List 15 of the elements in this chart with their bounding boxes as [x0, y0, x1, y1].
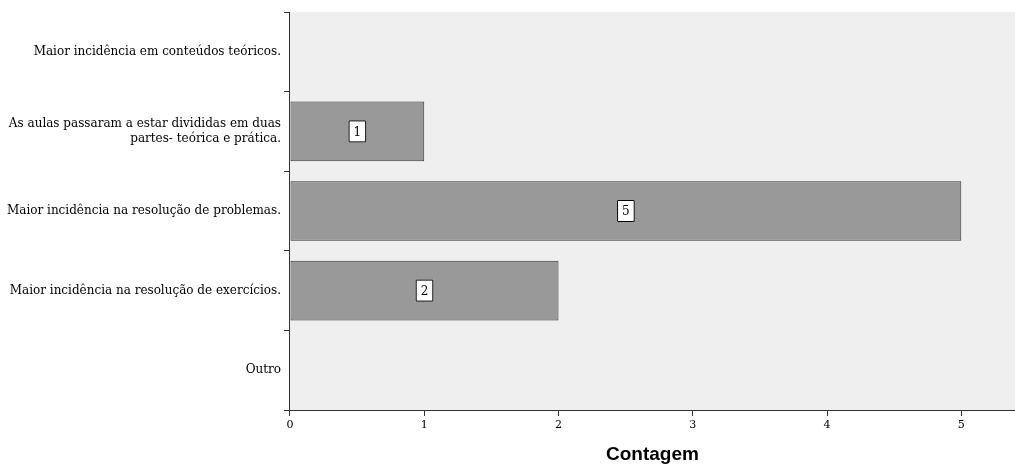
data-label: 1 [353, 124, 362, 139]
y-tick-label: Maior incidência na resolução de problemas. [7, 203, 281, 218]
x-tick-label: 1 [420, 418, 428, 432]
x-tick-label: 2 [555, 418, 563, 432]
y-tick-label: Outro [245, 362, 281, 377]
data-label: 2 [420, 283, 429, 298]
y-tick-label: Maior incidência em conteúdos teóricos. [33, 43, 281, 58]
x-axis-title: Contagem [606, 442, 699, 464]
x-tick-label: 3 [689, 418, 697, 432]
data-label: 5 [622, 204, 630, 219]
x-tick-label: 4 [823, 418, 831, 432]
x-tick-label: 5 [957, 418, 965, 432]
y-tick-label: As aulas passaram a estar divididas em duas partes- teórica e prática. [7, 116, 281, 145]
y-tick-label: Maior incidência na resolução de exercícios. [9, 282, 281, 297]
x-tick-label: 0 [286, 418, 294, 432]
